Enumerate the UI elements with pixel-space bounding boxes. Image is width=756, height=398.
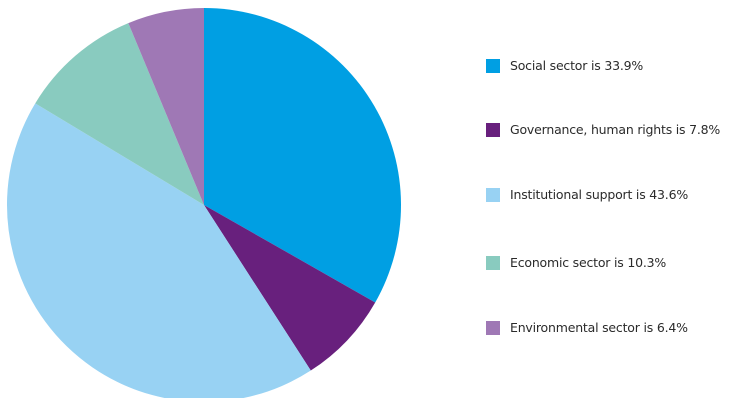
- legend-swatch-environmental-sector: [486, 320, 500, 335]
- pie-slice-institutional-support: [7, 103, 311, 398]
- legend-label-social-sector: Social sector is 33.9%: [510, 58, 644, 73]
- legend: Social sector is 33.9% Governance, human…: [486, 0, 756, 398]
- legend-label-environmental-sector: Environmental sector is 6.4%: [510, 320, 688, 335]
- legend-item-environmental-sector: Environmental sector is 6.4%: [486, 320, 688, 335]
- legend-swatch-social-sector: [486, 58, 500, 73]
- legend-item-institutional-support: Institutional support is 43.6%: [486, 187, 688, 202]
- legend-item-economic-sector: Economic sector is 10.3%: [486, 255, 666, 270]
- pie-slice-environmental-sector: [128, 7, 204, 205]
- pie-slice-social-sector: [204, 8, 402, 303]
- legend-swatch-governance: [486, 122, 500, 137]
- legend-label-economic-sector: Economic sector is 10.3%: [510, 255, 667, 270]
- legend-swatch-institutional-support: [486, 187, 500, 202]
- legend-label-institutional-support: Institutional support is 43.6%: [510, 187, 689, 202]
- pie-slice-economic-sector: [35, 23, 204, 205]
- pie-slice-governance: [204, 205, 376, 371]
- legend-label-governance: Governance, human rights is 7.8%: [510, 122, 721, 137]
- legend-item-governance: Governance, human rights is 7.8%: [486, 122, 720, 137]
- legend-swatch-economic-sector: [486, 255, 500, 270]
- legend-item-social-sector: Social sector is 33.9%: [486, 58, 643, 73]
- pie-chart: [7, 7, 402, 398]
